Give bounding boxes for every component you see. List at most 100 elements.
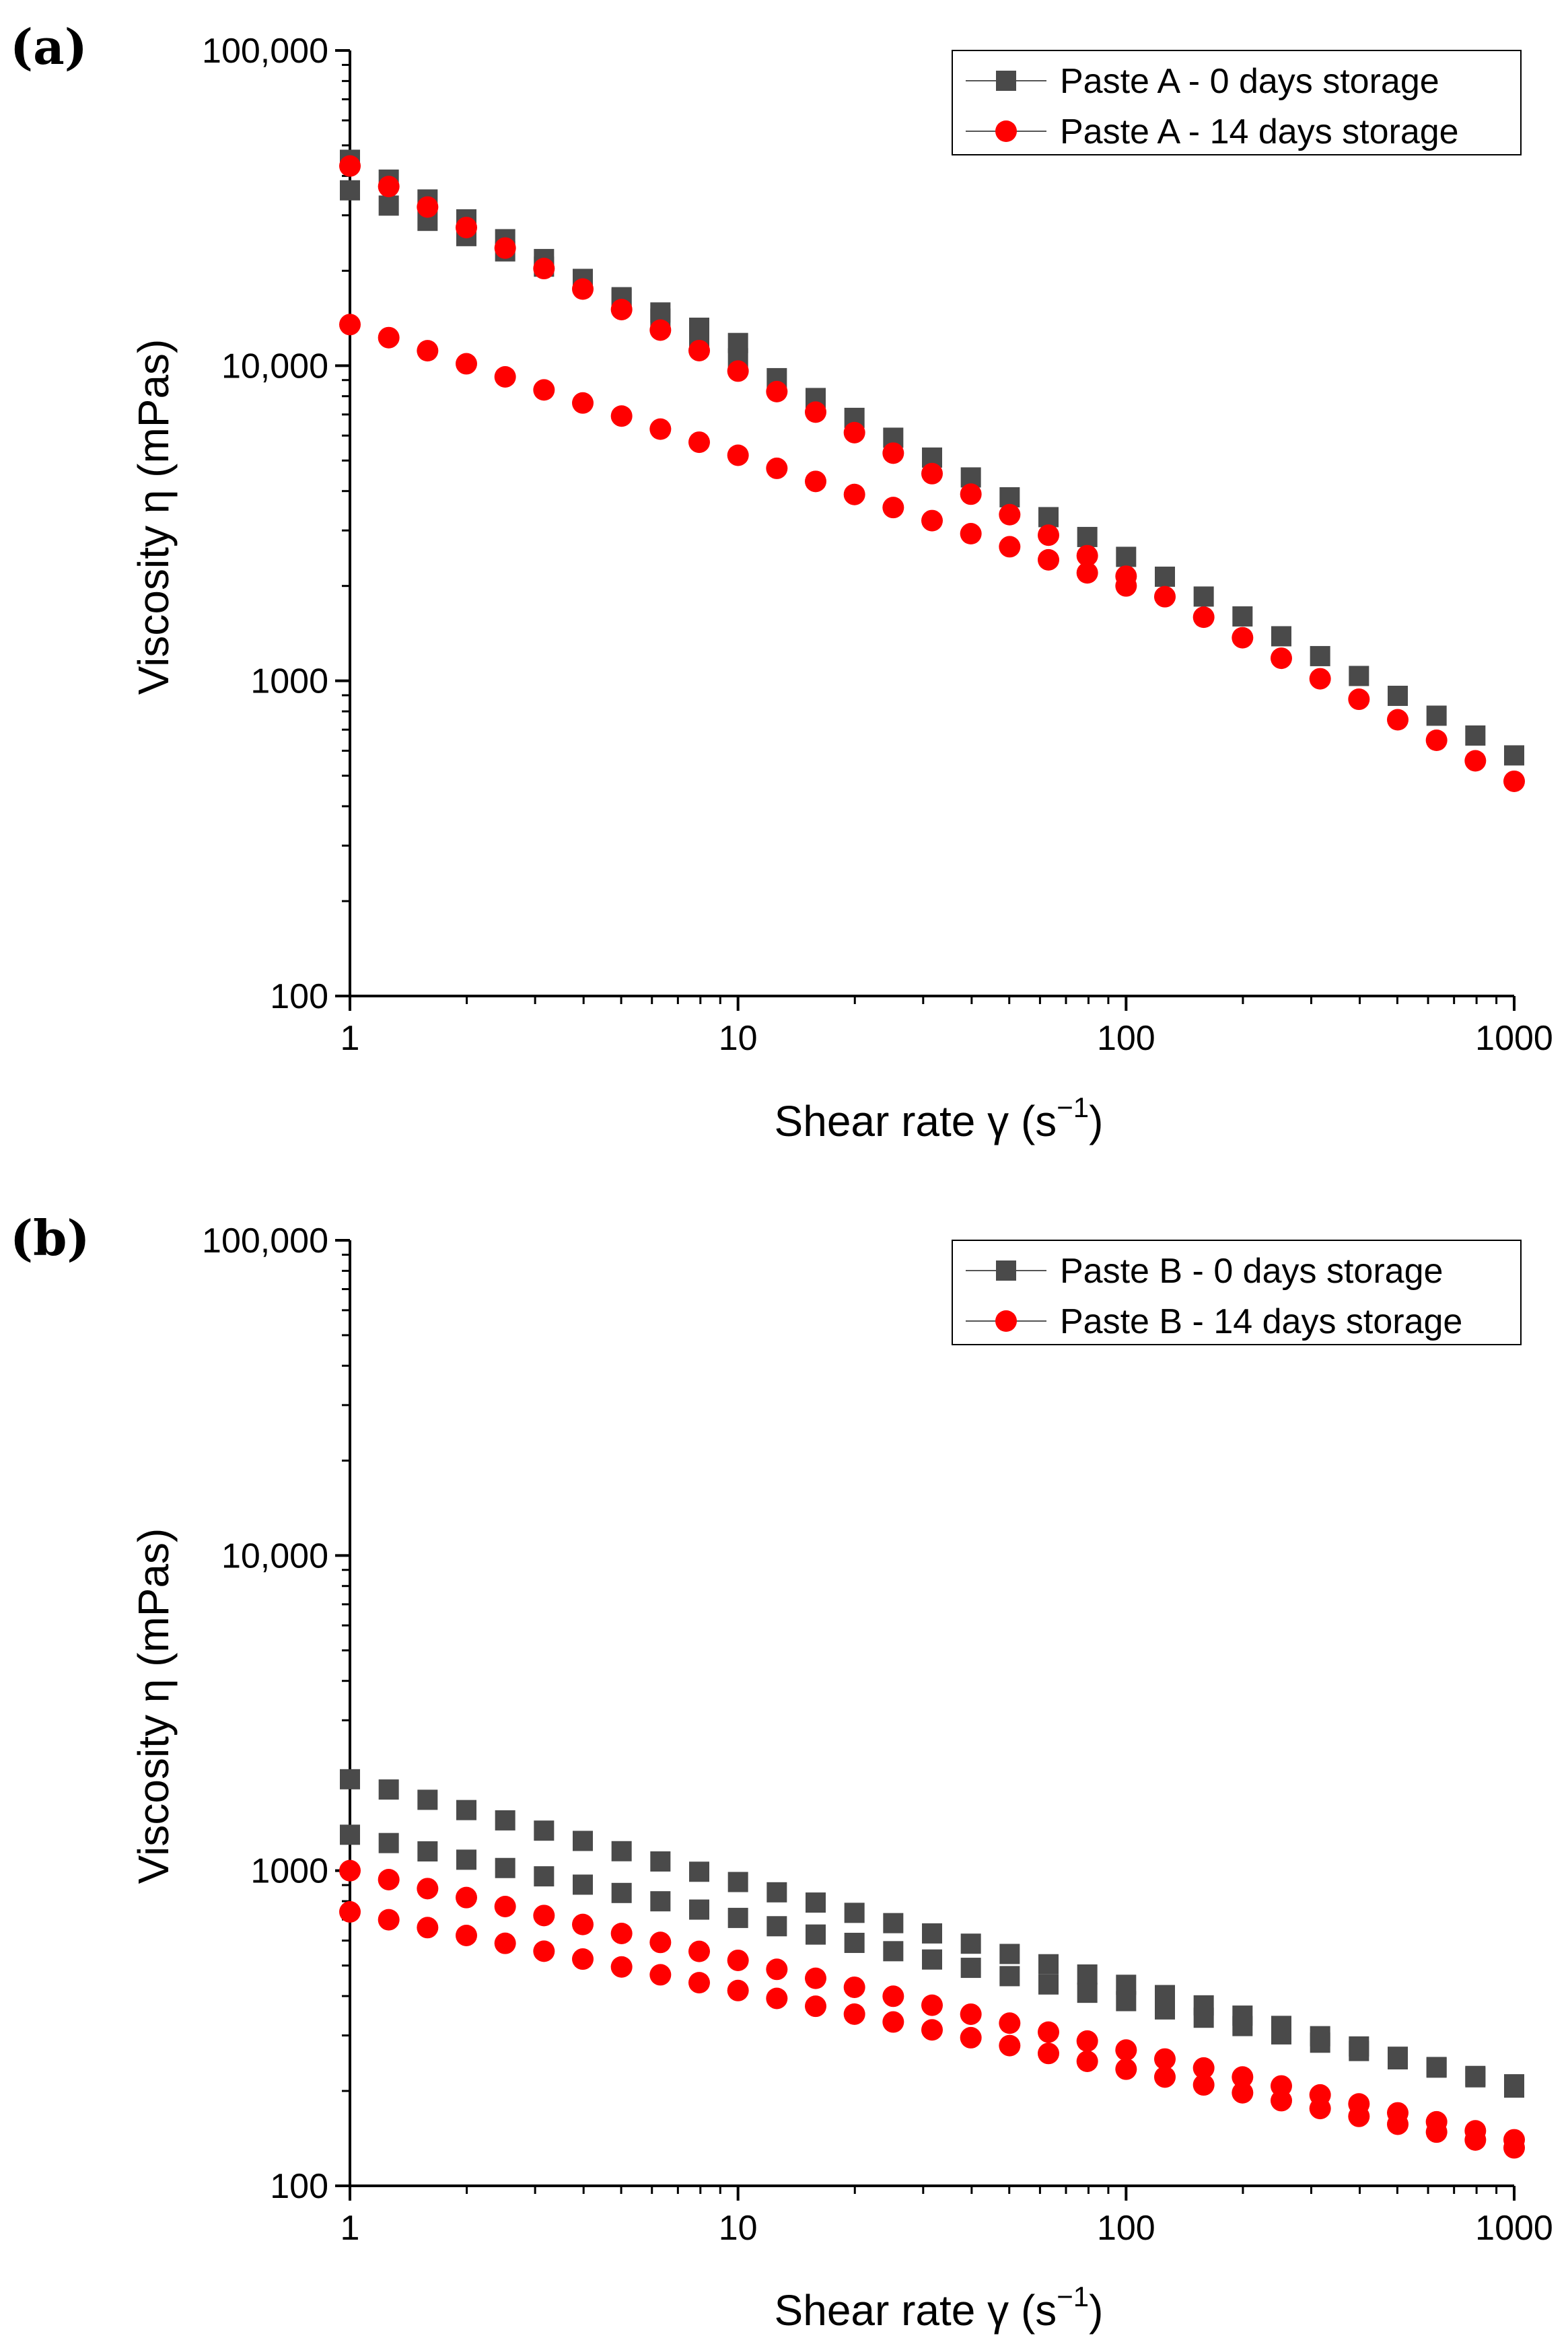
panel-a-axes: 100 1000 10,000 100,000 1 10 100 1000: [202, 32, 1553, 1058]
panel-b-circle-point-s1-c0: [1192, 2057, 1215, 2079]
panel-a-x-tick-label: 10: [719, 1019, 758, 1058]
panel-a-x-tick-label: 1000: [1475, 1019, 1553, 1058]
panel-b-circle-point-s1-c0: [766, 1958, 788, 1981]
panel-a-legend-box: [952, 50, 1522, 155]
panel-a-circle-point-s1-c0: [339, 155, 361, 177]
panel-b-circle-point-s1-c0: [572, 1913, 594, 1935]
panel-b-square-point-s0-c1: [1349, 2040, 1369, 2061]
panel-b-circle-point-s1-c1: [1348, 2105, 1370, 2127]
panel-b-marks: [339, 1769, 1525, 2159]
panel-b-circle-point-s1-c1: [843, 2003, 865, 2025]
panel-a-y-axis-title: Viscosity η (mPas): [129, 339, 178, 695]
panel-b: (b) 100 1000 10,000 100,000 1 10 100 1000 Paste…: [10, 1209, 1553, 2335]
panel-b-square-point-s0-c1: [960, 1958, 981, 1979]
panel-a-circle-point-s1-c0: [610, 298, 633, 320]
panel-a-legend-label: Paste A - 14 days storage: [1060, 112, 1459, 151]
panel-b-square-point-s0-c0: [534, 1820, 555, 1841]
panel-b-y-tick-label: 100: [270, 2167, 328, 2206]
panel-a-circle-point-s1-c0: [688, 339, 710, 361]
panel-a-circle-point-s1-c0: [960, 483, 982, 505]
panel-b-square-point-s0-c1: [495, 1857, 515, 1878]
panel-b-legend-label: Paste B - 14 days storage: [1060, 1302, 1462, 1341]
panel-a-x-axis-title: Shear rate γ (s−1): [775, 1092, 1104, 1145]
panel-a-legend-label: Paste A - 0 days storage: [1060, 62, 1439, 101]
panel-b-circle-point-s1-c1: [805, 1995, 826, 2018]
panel-a-circle-point-s1-c1: [999, 536, 1021, 558]
panel-b-square-point-s0-c0: [495, 1810, 515, 1830]
panel-a-circle-point-s1-c1: [766, 457, 788, 479]
panel-b-legend-square-marker: [996, 1260, 1016, 1281]
panel-b-circle-point-s1-c1: [1154, 2066, 1176, 2088]
panel-a-square-point-s0-c1: [650, 302, 671, 323]
panel-b-square-point-s0-c0: [727, 1872, 748, 1892]
panel-b-square-point-s0-c1: [650, 1891, 671, 1912]
panel-b-circle-point-s1-c0: [882, 1985, 904, 2007]
panel-b-x-tick-label: 1000: [1475, 2209, 1553, 2248]
panel-a-circle-point-s1-c1: [378, 326, 400, 349]
panel-b-circle-point-s1-c0: [456, 1886, 477, 1909]
panel-b-square-point-s0-c0: [999, 1944, 1020, 1964]
panel-b-square-point-s0-c1: [534, 1866, 555, 1887]
panel-b-circle-point-s1-c0: [1115, 2039, 1137, 2061]
panel-b-circle-point-s1-c1: [494, 1932, 516, 1954]
panel-b-circle-point-s1-c1: [960, 2026, 982, 2049]
panel-b-square-point-s0-c1: [1155, 1999, 1175, 2020]
panel-b-label: (b): [10, 1209, 90, 1267]
panel-a-circle-point-s1-c1: [572, 392, 594, 414]
panel-b-square-point-s0-c1: [1038, 1974, 1059, 1995]
panel-a-circle-point-s1-c1: [727, 444, 749, 466]
panel-a-square-point-s0-c1: [340, 180, 360, 201]
panel-a-circle-point-s1-c1: [805, 470, 826, 493]
panel-b-square-point-s0-c0: [960, 1933, 981, 1954]
panel-a-circle-point-s1-c1: [649, 418, 672, 440]
panel-b-circle-point-s1-c1: [999, 2034, 1021, 2057]
panel-a-circle-point-s1-c0: [1076, 544, 1098, 567]
panel-a-circle-point-s1-c0: [1348, 688, 1370, 711]
panel-a-circle-point-s1-c0: [494, 237, 516, 259]
panel-b-circle-point-s1-c0: [339, 1859, 361, 1882]
panel-a-square-point-s0-c0: [1504, 745, 1524, 766]
panel-b-circle-point-s1-c1: [339, 1900, 361, 1923]
panel-a-circle-point-s1-c1: [417, 340, 439, 362]
panel-a-x-tick-label: 1: [341, 1019, 360, 1058]
panel-b-circle-point-s1-c0: [610, 1922, 633, 1944]
panel-b-square-point-s0-c0: [767, 1882, 787, 1903]
panel-b-square-point-s0-c1: [883, 1941, 904, 1962]
panel-b-x-tick-label: 1: [341, 2209, 360, 2248]
panel-a-circle-point-s1-c1: [1038, 548, 1059, 571]
panel-a-circle-point-s1-c1: [843, 483, 865, 505]
panel-b-circle-point-s1-c1: [921, 2019, 943, 2041]
panel-a-circle-point-s1-c1: [882, 497, 904, 519]
panel-b-legend-circle-marker: [995, 1310, 1017, 1332]
panel-b-square-point-s0-c0: [456, 1800, 476, 1820]
panel-a-square-point-s0-c0: [1465, 725, 1486, 746]
panel-a-square-point-s0-c1: [378, 195, 399, 216]
panel-a-circle-point-s1-c1: [456, 353, 477, 375]
panel-b-circle-point-s1-c0: [1232, 2066, 1254, 2088]
panel-b-circle-point-s1-c0: [688, 1940, 710, 1962]
panel-b-circle-point-s1-c1: [378, 1909, 400, 1931]
panel-b-square-point-s0-c0: [340, 1769, 360, 1789]
panel-b-y-tick-label: 1000: [250, 1852, 328, 1891]
panel-a-circle-point-s1-c1: [1076, 562, 1098, 584]
panel-b-circle-point-s1-c0: [999, 2012, 1021, 2034]
panel-b-square-point-s0-c1: [844, 1932, 865, 1953]
panel-b-square-point-s0-c1: [1426, 2057, 1447, 2078]
panel-b-circle-point-s1-c0: [921, 1994, 943, 2016]
panel-a: (a) 100 1000 10,000 100,000 1 10 100 1000 Paste…: [10, 18, 1553, 1145]
panel-b-square-point-s0-c1: [1232, 2016, 1253, 2036]
panel-a-square-point-s0-c1: [689, 317, 709, 338]
panel-a-circle-point-s1-c0: [1232, 627, 1254, 649]
panel-a-x-tick-label: 100: [1097, 1019, 1155, 1058]
panel-b-legend-box: [952, 1240, 1522, 1345]
panel-b-circle-point-s1-c1: [1464, 2129, 1487, 2151]
panel-a-circle-point-s1-c1: [960, 523, 982, 545]
panel-b-square-point-s0-c1: [922, 1949, 942, 1970]
panel-a-circle-point-s1-c0: [1154, 585, 1176, 608]
panel-b-circle-point-s1-c1: [1271, 2090, 1292, 2112]
panel-b-y-tick-label: 10,000: [221, 1536, 328, 1575]
panel-b-circle-point-s1-c1: [1115, 2058, 1137, 2080]
panel-b-square-point-s0-c1: [340, 1824, 360, 1845]
panel-b-circle-point-s1-c0: [843, 1976, 865, 1998]
panel-a-circle-point-s1-c0: [572, 278, 594, 300]
